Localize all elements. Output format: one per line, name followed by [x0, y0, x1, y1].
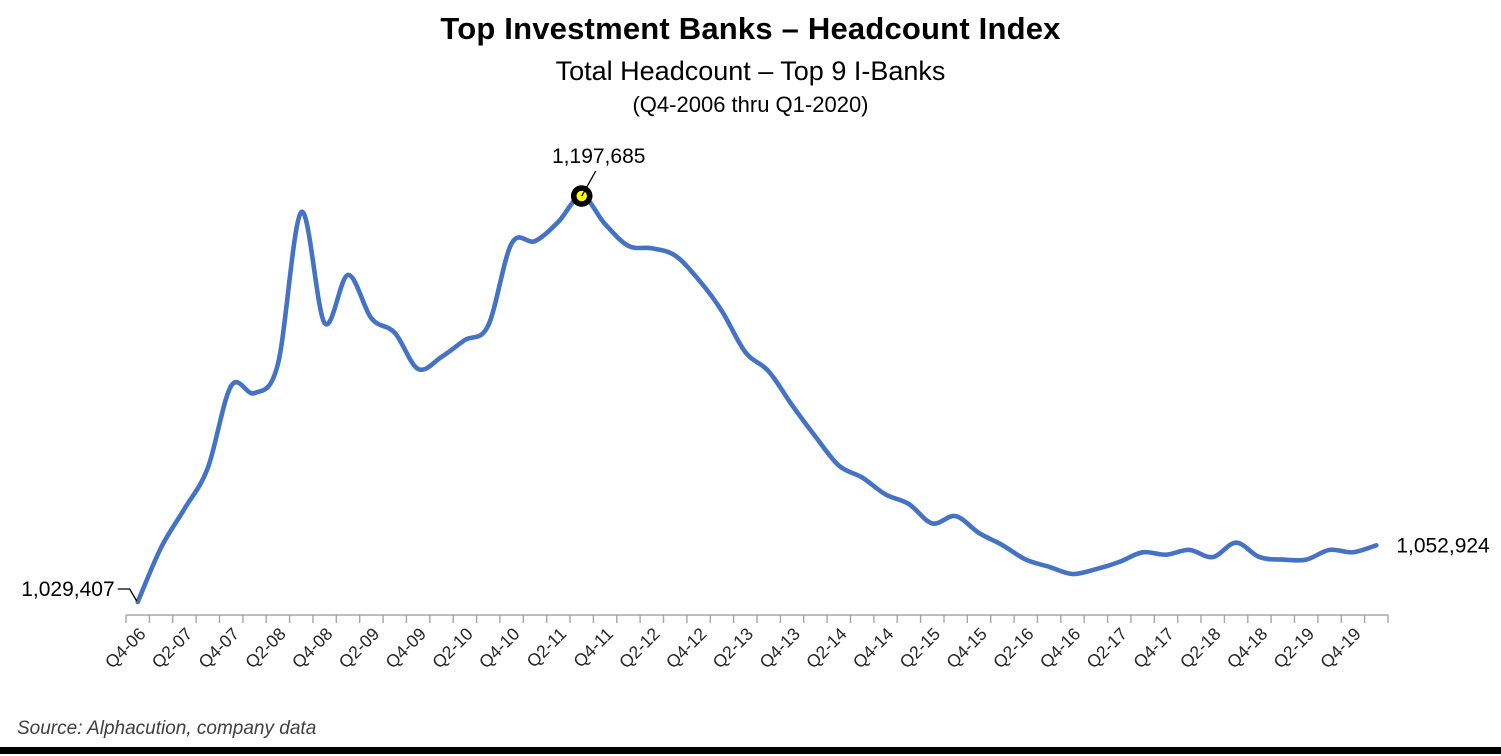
- start-leader-line: [117, 588, 138, 602]
- x-axis-tick-label: Q2-15: [896, 624, 945, 673]
- chart-title: Top Investment Banks – Headcount Index: [440, 11, 1061, 46]
- x-axis-tick-label: Q4-18: [1223, 624, 1272, 673]
- x-axis-tick-label: Q4-11: [569, 624, 617, 672]
- x-axis-tick-label: Q2-07: [148, 624, 197, 673]
- x-axis-tick-label: Q4-19: [1316, 624, 1365, 673]
- x-axis-tick-label: Q4-16: [1036, 624, 1085, 673]
- source-note: Source: Alphacution, company data: [17, 718, 317, 739]
- x-axis-tick-label: Q4-17: [1129, 624, 1178, 673]
- end-value-label: 1,052,924: [1396, 534, 1490, 557]
- x-axis-tick-label: Q2-10: [428, 623, 477, 672]
- x-axis-tick-label: Q2-14: [802, 623, 851, 672]
- x-axis-tick-label: Q4-14: [849, 623, 898, 672]
- x-axis-tick-label: Q2-17: [1082, 624, 1131, 673]
- x-axis-tick-label: Q4-15: [942, 624, 991, 673]
- peak-value-label: 1,197,685: [552, 145, 645, 168]
- bottom-divider: [0, 747, 1501, 754]
- x-axis-tick-label: Q2-13: [709, 624, 758, 673]
- x-axis-tick-label: Q4-08: [288, 624, 337, 673]
- x-axis-tick-label: Q4-12: [662, 624, 711, 673]
- peak-leader-line: [581, 170, 597, 197]
- x-axis-tick-label: Q2-12: [615, 624, 664, 673]
- x-axis-tick-label: Q2-19: [1269, 624, 1318, 673]
- start-value-label: 1,029,407: [21, 578, 114, 601]
- x-axis-tick-label: Q2-09: [335, 624, 384, 673]
- x-axis-tick-label: Q4-07: [194, 624, 243, 673]
- x-axis-tick-label: Q2-11: [523, 624, 571, 672]
- chart-date-range: (Q4-2006 thru Q1-2020): [632, 92, 869, 117]
- x-axis-tick-label: Q4-09: [381, 624, 430, 673]
- x-axis-tick-label: Q2-18: [1176, 624, 1225, 673]
- x-axis-tick-label: Q4-13: [755, 624, 804, 673]
- x-axis-tick-label: Q4-06: [101, 624, 150, 673]
- x-axis-tick-label: Q2-16: [989, 624, 1038, 673]
- chart-subtitle: Total Headcount – Top 9 I-Banks: [555, 56, 946, 86]
- x-axis-tick-label: Q4-10: [475, 623, 524, 672]
- x-axis-tick-label: Q2-08: [241, 624, 290, 673]
- series-line: [135, 193, 1379, 605]
